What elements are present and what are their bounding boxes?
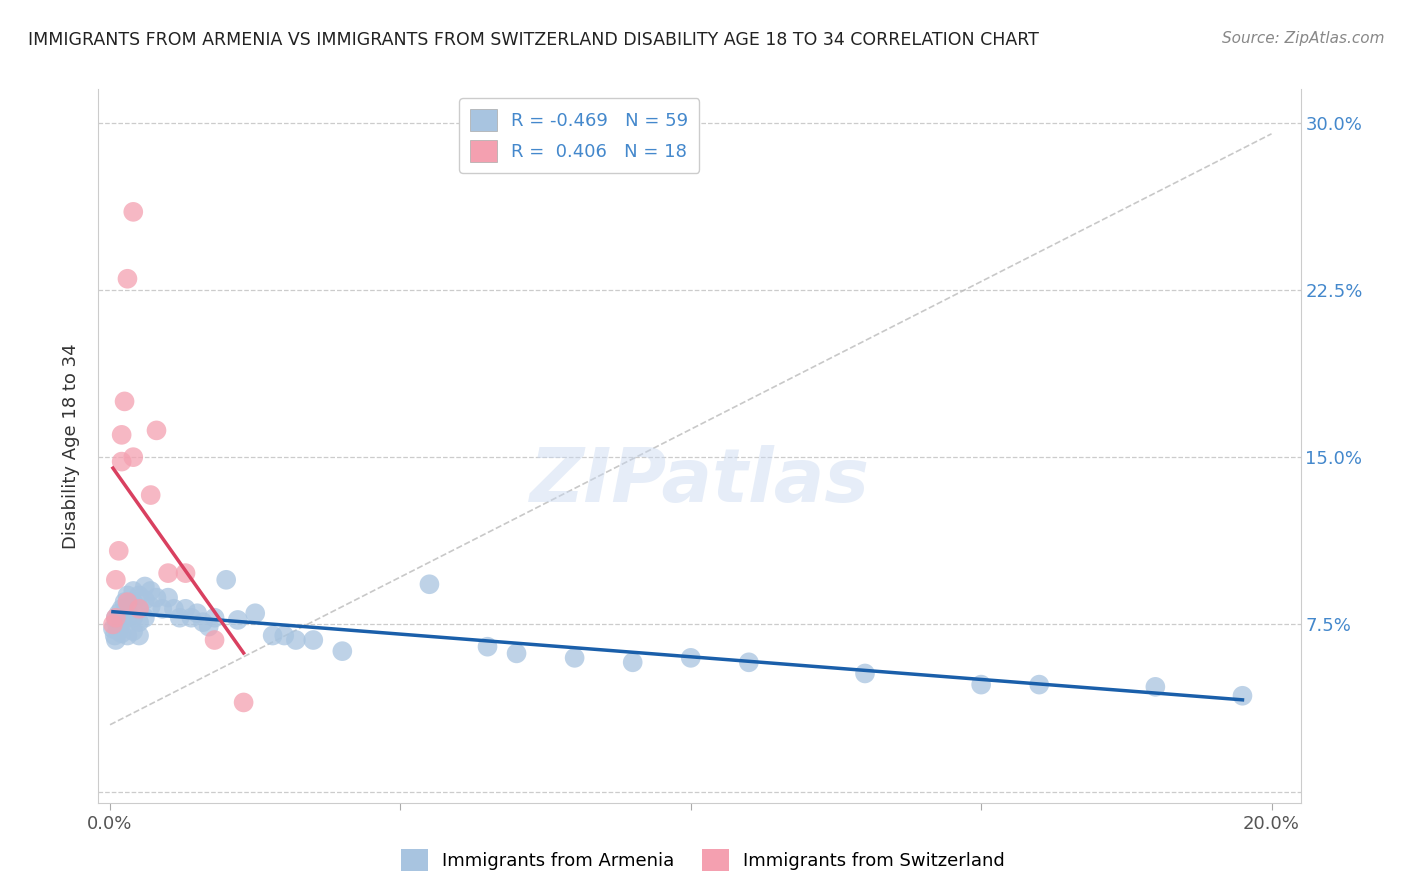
Point [111,455,134,469]
Point [104,628,127,642]
Point [104,610,127,624]
Point [1028,678,1050,692]
Point [284,633,307,648]
Point [180,610,202,624]
Point [128,615,150,630]
Point [134,592,156,607]
Point [122,450,145,464]
Point [128,601,150,615]
Point [1232,689,1254,703]
Point [330,644,353,658]
Point [621,655,644,669]
Point [111,613,134,627]
Point [117,610,139,624]
Legend: Immigrants from Armenia, Immigrants from Switzerland: Immigrants from Armenia, Immigrants from… [394,842,1012,879]
Point [215,573,238,587]
Point [122,624,145,639]
Point [191,615,214,630]
Point [107,543,129,558]
Point [174,566,197,580]
Point [122,204,145,219]
Point [564,651,586,665]
Point [117,595,139,609]
Point [122,595,145,609]
Point [139,488,162,502]
Point [104,610,127,624]
Point [262,628,284,642]
Point [145,591,167,605]
Text: ZIPatlas: ZIPatlas [530,445,869,518]
Point [232,696,254,710]
Point [150,601,173,615]
Point [107,624,129,639]
Text: IMMIGRANTS FROM ARMENIA VS IMMIGRANTS FROM SWITZERLAND DISABILITY AGE 18 TO 34 C: IMMIGRANTS FROM ARMENIA VS IMMIGRANTS FR… [28,31,1039,49]
Point [302,633,325,648]
Point [134,610,156,624]
Point [145,424,167,438]
Point [163,601,186,615]
Point [139,583,162,598]
Point [197,619,219,633]
Point [117,599,139,614]
Point [157,591,180,605]
Point [101,622,124,636]
Point [122,583,145,598]
Point [853,666,876,681]
Point [111,626,134,640]
Point [128,628,150,642]
Point [505,646,527,660]
Point [139,599,162,614]
Y-axis label: Disability Age 18 to 34: Disability Age 18 to 34 [62,343,80,549]
Point [273,628,295,642]
Point [134,580,156,594]
Point [114,394,136,409]
Point [186,607,208,621]
Point [169,610,191,624]
Point [107,607,129,621]
Point [111,427,134,442]
Point [128,589,150,603]
Point [970,678,993,692]
Point [117,271,139,285]
Point [104,633,127,648]
Point [101,617,124,632]
Point [418,577,440,591]
Point [114,595,136,609]
Point [1144,680,1167,694]
Point [157,566,180,580]
Point [174,601,197,615]
Point [245,607,267,621]
Point [679,651,702,665]
Point [122,610,145,624]
Point [117,589,139,603]
Legend: R = -0.469   N = 59, R =  0.406   N = 18: R = -0.469 N = 59, R = 0.406 N = 18 [460,98,699,173]
Point [111,601,134,615]
Point [738,655,761,669]
Text: Source: ZipAtlas.com: Source: ZipAtlas.com [1222,31,1385,46]
Point [104,573,127,587]
Point [204,633,226,648]
Point [105,617,128,632]
Point [117,628,139,642]
Point [226,613,249,627]
Point [128,601,150,615]
Point [204,610,226,624]
Point [477,640,499,654]
